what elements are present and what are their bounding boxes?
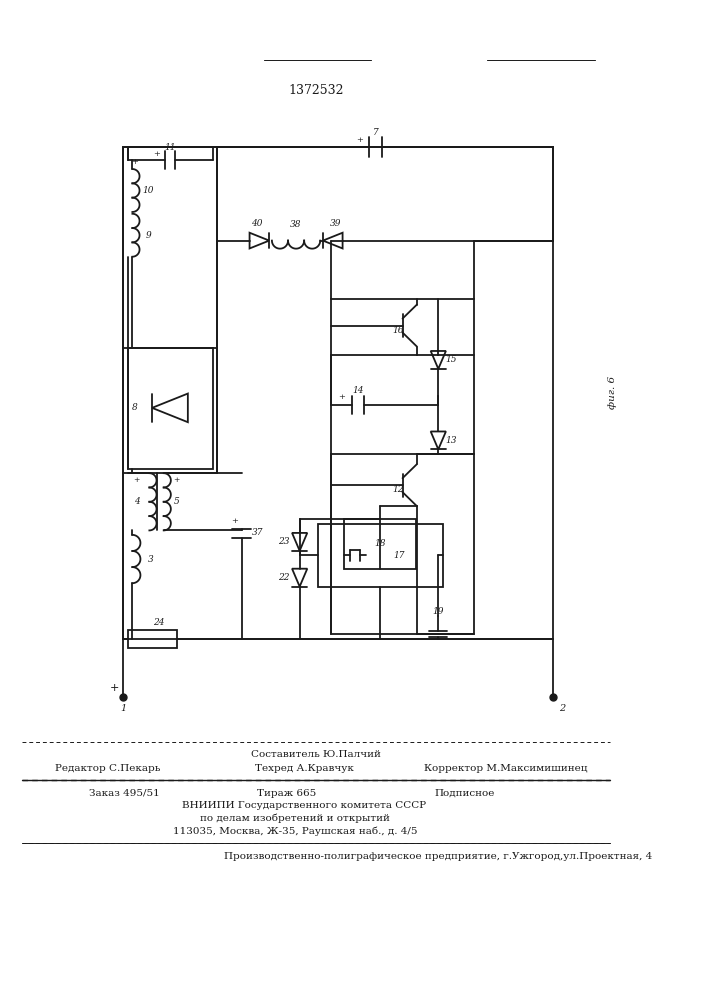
Text: +: + (134, 476, 140, 484)
Text: +: + (231, 517, 238, 525)
Text: 18: 18 (375, 539, 386, 548)
Text: 39: 39 (329, 219, 341, 228)
Text: Составитель Ю.Палчий: Составитель Ю.Палчий (251, 750, 380, 759)
Text: 4: 4 (134, 497, 140, 506)
Text: 14: 14 (352, 386, 363, 395)
Text: 1: 1 (120, 704, 127, 713)
Text: 8: 8 (132, 403, 138, 412)
Bar (124, 147, 553, 639)
Polygon shape (431, 351, 446, 369)
Text: +: + (131, 158, 138, 166)
Text: 2: 2 (559, 704, 565, 713)
Bar (128, 348, 213, 469)
Text: Корректор М.Максимишинец: Корректор М.Максимишинец (423, 764, 587, 773)
Text: +: + (338, 393, 345, 401)
Text: 10: 10 (143, 186, 154, 195)
Text: 9: 9 (146, 231, 151, 240)
Polygon shape (323, 233, 343, 248)
Text: +: + (173, 476, 180, 484)
Text: 1372532: 1372532 (288, 84, 344, 97)
Bar (128, 630, 177, 648)
Text: 38: 38 (291, 220, 302, 229)
Text: Производственно-полиграфическое предприятие, г.Ужгород,ул.Проектная, 4: Производственно-полиграфическое предприя… (223, 852, 652, 861)
Text: Техред А.Кравчук: Техред А.Кравчук (255, 764, 354, 773)
Polygon shape (431, 431, 446, 449)
Text: Редактор С.Пекарь: Редактор С.Пекарь (54, 764, 160, 773)
Text: 113035, Москва, Ж-35, Раушская наб., д. 4/5: 113035, Москва, Ж-35, Раушская наб., д. … (173, 826, 417, 836)
Polygon shape (292, 569, 308, 587)
Text: +: + (110, 683, 119, 693)
Text: 3: 3 (147, 555, 153, 564)
Bar (331, 299, 474, 634)
Text: 5: 5 (173, 497, 179, 506)
Text: 37: 37 (252, 528, 264, 537)
Text: +: + (356, 136, 363, 144)
Text: Заказ 495/51: Заказ 495/51 (90, 789, 160, 798)
Polygon shape (292, 533, 308, 551)
Text: Подписное: Подписное (435, 789, 496, 798)
Text: Тираж 665: Тираж 665 (257, 789, 316, 798)
Text: по делам изобретений и открытий: по делам изобретений и открытий (200, 814, 390, 823)
Text: ВНИИПИ Государственного комитета СССР: ВНИИПИ Государственного комитета СССР (182, 801, 426, 810)
Text: 40: 40 (251, 219, 262, 228)
Text: +: + (153, 150, 160, 158)
Text: 17: 17 (393, 551, 404, 560)
Bar (317, 524, 443, 587)
Text: 19: 19 (433, 607, 444, 616)
Text: 7: 7 (373, 128, 378, 137)
Text: 11: 11 (164, 143, 176, 152)
Text: фиг. 6: фиг. 6 (608, 376, 617, 409)
Polygon shape (152, 394, 188, 422)
Text: 13: 13 (445, 436, 457, 445)
Polygon shape (250, 233, 269, 248)
Text: 23: 23 (278, 537, 289, 546)
Text: 16: 16 (392, 326, 404, 335)
Bar (124, 147, 217, 473)
Text: 22: 22 (278, 573, 289, 582)
Bar (344, 519, 416, 569)
Text: 24: 24 (153, 618, 165, 627)
Text: 12: 12 (392, 485, 404, 494)
Text: 15: 15 (445, 355, 457, 364)
